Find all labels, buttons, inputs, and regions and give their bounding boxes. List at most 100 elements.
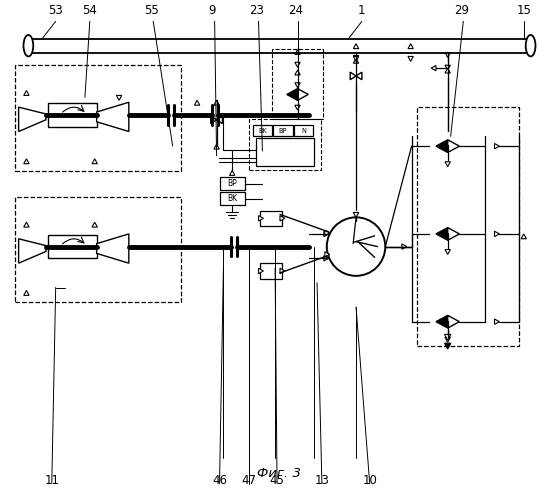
Polygon shape <box>448 140 459 152</box>
Text: 1: 1 <box>358 4 365 18</box>
Polygon shape <box>295 70 300 75</box>
Bar <box>15 65 180 170</box>
Polygon shape <box>24 290 29 296</box>
Text: 11: 11 <box>44 474 59 488</box>
Polygon shape <box>117 96 122 100</box>
Polygon shape <box>18 107 46 132</box>
Polygon shape <box>448 316 459 328</box>
Polygon shape <box>295 83 300 87</box>
Bar <box>249 119 321 170</box>
Text: BP: BP <box>278 128 287 134</box>
Bar <box>273 124 292 136</box>
Text: BP: BP <box>227 179 237 188</box>
Polygon shape <box>295 62 300 67</box>
Polygon shape <box>445 52 450 58</box>
Polygon shape <box>258 268 263 274</box>
Text: 45: 45 <box>270 474 285 488</box>
Bar <box>15 197 180 302</box>
Polygon shape <box>24 159 29 164</box>
Bar <box>261 263 282 279</box>
Text: Фиг. 3: Фиг. 3 <box>257 466 301 479</box>
Text: 29: 29 <box>454 4 469 18</box>
Polygon shape <box>445 68 450 73</box>
Bar <box>48 103 97 126</box>
Text: BK: BK <box>227 194 237 203</box>
Polygon shape <box>353 56 359 62</box>
Polygon shape <box>92 222 97 227</box>
Polygon shape <box>408 44 413 48</box>
Polygon shape <box>436 228 448 240</box>
Bar <box>416 107 519 346</box>
Text: 47: 47 <box>241 474 256 488</box>
Polygon shape <box>445 65 450 70</box>
Polygon shape <box>24 222 29 227</box>
Polygon shape <box>353 44 359 48</box>
Circle shape <box>327 218 385 276</box>
Polygon shape <box>521 234 526 239</box>
Polygon shape <box>350 72 356 80</box>
Polygon shape <box>214 144 219 149</box>
Text: 46: 46 <box>212 474 227 488</box>
Bar <box>253 124 272 136</box>
Bar <box>272 48 323 119</box>
Polygon shape <box>494 231 499 236</box>
Polygon shape <box>324 231 329 236</box>
Polygon shape <box>436 140 448 152</box>
Polygon shape <box>280 268 285 274</box>
Polygon shape <box>448 228 459 240</box>
Polygon shape <box>408 56 413 62</box>
Polygon shape <box>18 239 46 263</box>
Polygon shape <box>295 105 300 110</box>
Polygon shape <box>258 216 263 221</box>
Text: 55: 55 <box>144 4 158 18</box>
Ellipse shape <box>526 35 536 56</box>
Polygon shape <box>24 90 29 96</box>
Text: BK: BK <box>258 128 267 134</box>
Polygon shape <box>431 66 436 71</box>
Text: 13: 13 <box>315 474 329 488</box>
Text: 15: 15 <box>516 4 531 18</box>
Text: 24: 24 <box>288 4 303 18</box>
Polygon shape <box>445 343 451 349</box>
Polygon shape <box>211 116 217 124</box>
Polygon shape <box>353 56 359 60</box>
Polygon shape <box>445 250 450 254</box>
Polygon shape <box>217 116 223 124</box>
Polygon shape <box>295 50 300 54</box>
Text: N: N <box>301 128 306 134</box>
Polygon shape <box>436 316 448 328</box>
Text: 10: 10 <box>362 474 377 488</box>
Ellipse shape <box>23 35 33 56</box>
Polygon shape <box>97 234 129 263</box>
Polygon shape <box>445 338 450 342</box>
Polygon shape <box>494 319 499 324</box>
Polygon shape <box>92 159 97 164</box>
Text: 53: 53 <box>49 4 63 18</box>
Polygon shape <box>325 252 330 257</box>
Polygon shape <box>280 216 285 221</box>
Bar <box>219 192 245 204</box>
Polygon shape <box>194 100 200 105</box>
Polygon shape <box>353 58 359 64</box>
Bar <box>294 124 313 136</box>
Bar <box>219 178 245 190</box>
Polygon shape <box>445 162 450 166</box>
Polygon shape <box>402 244 407 250</box>
Polygon shape <box>297 88 308 101</box>
Polygon shape <box>494 144 499 149</box>
Polygon shape <box>97 102 129 132</box>
Text: 54: 54 <box>83 4 97 18</box>
Polygon shape <box>356 72 362 80</box>
Polygon shape <box>325 230 330 235</box>
Text: 23: 23 <box>249 4 264 18</box>
Bar <box>48 235 97 258</box>
Polygon shape <box>324 256 329 261</box>
Bar <box>261 210 282 226</box>
Bar <box>256 138 314 166</box>
Polygon shape <box>445 334 451 340</box>
Polygon shape <box>229 170 235 175</box>
Polygon shape <box>214 100 219 105</box>
Polygon shape <box>287 88 297 101</box>
Text: 9: 9 <box>208 4 215 18</box>
Polygon shape <box>353 212 359 218</box>
